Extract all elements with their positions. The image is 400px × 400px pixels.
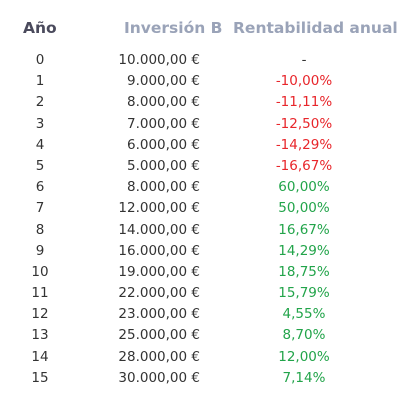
table-row: 0 10.000,00 € -: [0, 50, 400, 71]
cell-year: 10: [31, 263, 49, 280]
cell-return: -10,00%: [275, 73, 333, 90]
cell-year: 12: [31, 306, 49, 323]
cell-return: 15,79%: [278, 285, 330, 302]
cell-return: 4,55%: [282, 306, 326, 323]
cell-investment: 8.000,00 €: [127, 179, 200, 196]
cell-return: 14,29%: [278, 242, 330, 259]
table-row: 1 9.000,00 € -10,00%: [0, 71, 400, 92]
cell-year: 1: [35, 73, 45, 90]
cell-investment: 16.000,00 €: [118, 242, 200, 259]
cell-year: 9: [35, 242, 45, 259]
cell-year: 11: [31, 285, 49, 302]
table-row: 7 12.000,00 € 50,00%: [0, 198, 400, 219]
table-row: 9 16.000,00 € 14,29%: [0, 241, 400, 262]
cell-investment: 9.000,00 €: [127, 73, 200, 90]
cell-return: -: [301, 52, 307, 68]
cell-year: 6: [35, 179, 45, 196]
cell-year: 3: [35, 115, 45, 132]
table-row: 3 7.000,00 € -12,50%: [0, 114, 400, 135]
table-row: 4 6.000,00 € -14,29%: [0, 135, 400, 156]
table-row: 8 14.000,00 € 16,67%: [0, 220, 400, 241]
table-row: 12 23.000,00 € 4,55%: [0, 304, 400, 325]
cell-return: 18,75%: [278, 263, 330, 280]
column-header-return: Rentabilidad anual: [233, 19, 398, 37]
cell-investment: 14.000,00 €: [118, 221, 200, 238]
table-row: 15 30.000,00 € 7,14%: [0, 368, 400, 389]
cell-investment: 6.000,00 €: [127, 136, 200, 153]
cell-investment: 12.000,00 €: [118, 200, 200, 217]
table-row: 2 8.000,00 € -11,11%: [0, 92, 400, 113]
cell-return: -11,11%: [275, 94, 333, 111]
table-row: 10 19.000,00 € 18,75%: [0, 262, 400, 283]
table-row: 5 5.000,00 € -16,67%: [0, 156, 400, 177]
cell-investment: 8.000,00 €: [127, 94, 200, 111]
cell-investment: 25.000,00 €: [118, 327, 200, 344]
cell-investment: 22.000,00 €: [118, 285, 200, 302]
table-header: Año Inversión B Rentabilidad anual: [0, 19, 400, 41]
cell-year: 14: [31, 348, 49, 365]
cell-year: 13: [31, 327, 49, 344]
table-body: 0 10.000,00 € -1 9.000,00 € -10,00% 2 8.000,00…: [0, 50, 400, 389]
cell-investment: 28.000,00 €: [118, 348, 200, 365]
cell-year: 15: [31, 369, 49, 386]
table-row: 14 28.000,00 € 12,00%: [0, 347, 400, 368]
cell-return: 16,67%: [278, 221, 330, 238]
cell-year: 0: [35, 52, 45, 68]
table-row: 13 25.000,00 € 8,70%: [0, 325, 400, 346]
cell-return: 60,00%: [278, 179, 330, 196]
cell-return: -12,50%: [275, 115, 333, 132]
cell-return: 12,00%: [278, 348, 330, 365]
cell-year: 5: [35, 157, 45, 174]
cell-year: 8: [35, 221, 45, 238]
column-header-investment: Inversión B: [124, 19, 223, 37]
cell-return: 7,14%: [282, 369, 326, 386]
cell-investment: 23.000,00 €: [118, 306, 200, 323]
cell-investment: 5.000,00 €: [127, 157, 200, 174]
cell-return: -16,67%: [275, 157, 333, 174]
cell-investment: 10.000,00 €: [118, 52, 200, 68]
cell-year: 4: [35, 136, 45, 153]
cell-return: 8,70%: [282, 327, 326, 344]
cell-return: 50,00%: [278, 200, 330, 217]
table-row: 6 8.000,00 € 60,00%: [0, 177, 400, 198]
column-header-year: Año: [23, 19, 57, 37]
cell-year: 2: [35, 94, 45, 111]
cell-year: 7: [35, 200, 45, 217]
cell-investment: 7.000,00 €: [127, 115, 200, 132]
cell-return: -14,29%: [275, 136, 333, 153]
table-row: 11 22.000,00 € 15,79%: [0, 283, 400, 304]
cell-investment: 30.000,00 €: [118, 369, 200, 386]
cell-investment: 19.000,00 €: [118, 263, 200, 280]
